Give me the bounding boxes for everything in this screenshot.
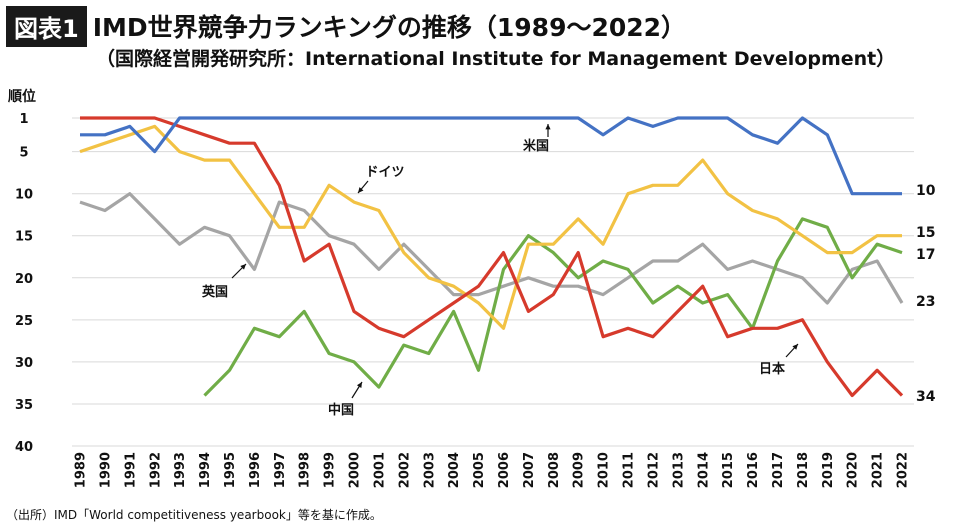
x-tick-label: 1990 [98,452,113,488]
x-tick-label: 1999 [323,452,338,488]
x-tick-label: 2017 [771,452,786,488]
x-tick-label: 2008 [547,452,562,488]
x-tick-label: 1997 [273,452,288,488]
x-tick-label: 2011 [622,452,637,488]
x-tick-label: 2009 [572,452,587,488]
end-label: 17 [916,247,935,263]
x-tick-label: 1996 [248,452,263,488]
y-axis-label: 順位 [8,89,36,105]
title-row: 図表1 IMD世界競争力ランキングの推移（1989〜2022） [6,5,687,47]
arrow-head [545,124,551,130]
y-tick-label: 1 [19,112,28,127]
x-tick-label: 2015 [721,452,736,488]
x-tick-label: 2001 [372,452,387,488]
y-tick-label: 40 [15,440,33,455]
x-tick-label: 2013 [671,452,686,488]
arrow-head [792,344,798,350]
y-tick-label: 10 [15,188,33,203]
figure-badge: 図表1 [6,5,87,47]
source-note: （出所）IMD「World competitiveness yearbook」等… [6,508,382,522]
chart-subtitle: （国際経営開発研究所：International Institute for M… [96,48,896,70]
y-tick-label: 5 [19,146,28,161]
series-line-日本 [80,116,904,398]
annotation-label: 英国 [201,284,228,300]
series-line-中国 [203,217,903,397]
x-tick-label: 2003 [422,452,437,488]
arrow-head [358,187,364,193]
x-tick-label: 2014 [696,452,711,488]
x-tick-label: 2020 [846,452,861,488]
x-tick-label: 2004 [447,452,462,488]
x-ticks: 1989 1990 1991 1992 1993 1994 1995 1996 1997 1998… [74,452,911,488]
x-tick-label: 1989 [74,452,89,488]
end-labels: 10 15 17 23 34 [916,183,936,405]
x-tick-label: 2012 [646,452,661,488]
x-tick-label: 1991 [123,452,138,488]
chart-title: IMD世界競争力ランキングの推移（1989〜2022） [92,13,687,42]
x-tick-label: 2000 [348,452,363,488]
x-tick-label: 2006 [497,452,512,488]
end-label: 10 [916,183,936,199]
x-tick-label: 1994 [198,452,213,488]
series-lines [79,116,904,398]
series-line-英国 [79,192,904,305]
x-tick-label: 2005 [472,452,487,488]
annotation-label: 中国 [328,402,354,418]
y-tick-label: 15 [15,230,33,245]
grid-lines [72,117,914,447]
x-tick-label: 1998 [298,452,313,488]
x-tick-label: 2019 [821,452,836,488]
x-tick-label: 2022 [896,452,911,488]
x-tick-label: 2007 [522,452,537,488]
y-tick-label: 30 [15,356,33,371]
annotation-label: ドイツ [365,165,404,180]
x-tick-label: 2016 [746,452,761,488]
arrow-head [356,382,362,388]
y-tick-label: 35 [15,398,33,413]
arrow-head [240,264,246,270]
x-tick-label: 2002 [397,452,412,488]
end-label: 15 [916,225,935,241]
x-tick-label: 2021 [871,452,886,488]
x-tick-label: 2018 [796,452,811,488]
series-line-米国 [80,116,902,196]
y-tick-label: 20 [15,272,33,287]
annotation-label: 米国 [523,138,549,154]
end-label: 23 [916,294,935,310]
x-tick-label: 1995 [223,452,238,488]
y-tick-label: 25 [15,314,33,329]
series-line-ドイツ [79,124,902,330]
end-label: 34 [916,389,936,405]
x-tick-label: 1993 [173,452,188,488]
x-tick-label: 1992 [148,452,163,488]
x-tick-label: 2010 [597,452,612,488]
annotation-label: 日本 [759,361,785,377]
